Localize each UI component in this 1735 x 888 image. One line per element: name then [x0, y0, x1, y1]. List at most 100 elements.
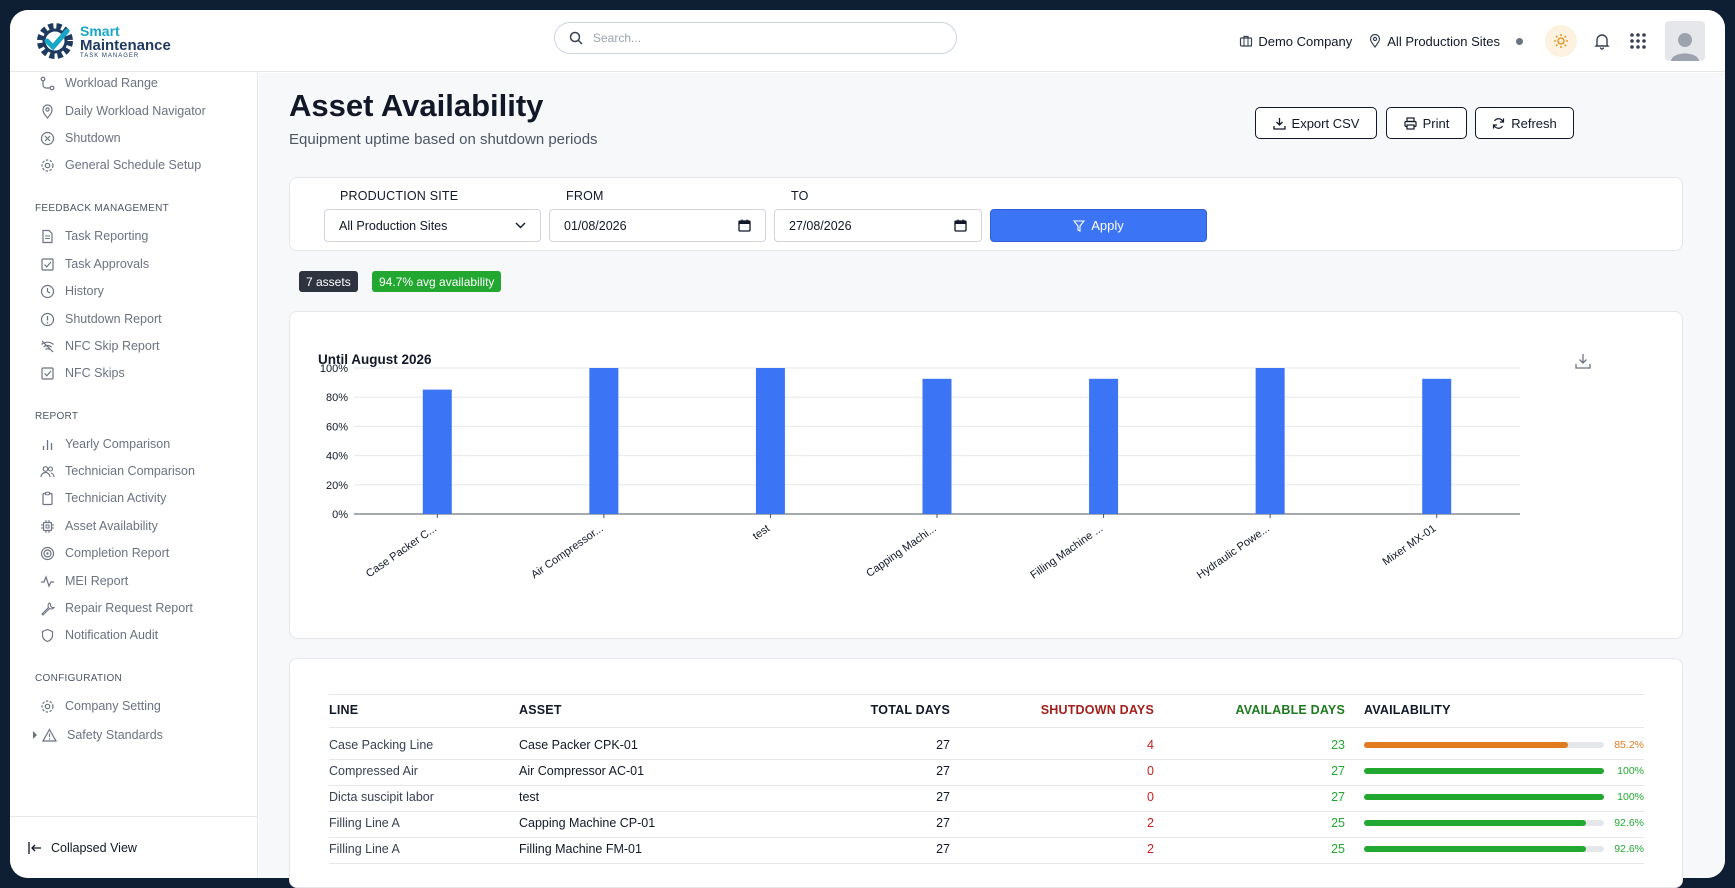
cell-asset: test: [519, 790, 540, 804]
from-date-input[interactable]: 01/08/2026: [549, 209, 766, 242]
cell-available-days: 25: [1331, 842, 1345, 856]
sidebar-item-shutdown-report[interactable]: Shutdown Report: [40, 309, 162, 329]
x-tick-label: Mixer MX-01: [1380, 523, 1438, 569]
cell-shutdown-days: 2: [1147, 842, 1154, 856]
bar: [755, 368, 785, 514]
bar: [1255, 368, 1285, 514]
avg-availability-badge: 94.7% avg availability: [372, 271, 502, 292]
col-header-availability: AVAILABILITY: [1364, 703, 1451, 717]
site-selector[interactable]: All Production Sites: [1368, 34, 1500, 49]
sidebar-item-mei-report[interactable]: MEI Report: [40, 571, 128, 591]
sidebar-item-label: Safety Standards: [67, 728, 163, 742]
to-date-input[interactable]: 27/08/2026: [774, 209, 982, 242]
route-icon: [40, 76, 55, 90]
refresh-icon: [1493, 117, 1505, 129]
sidebar-item-repair-request-report[interactable]: Repair Request Report: [40, 598, 193, 618]
briefcase-icon: [1240, 35, 1253, 47]
production-site-select[interactable]: All Production Sites: [324, 209, 541, 242]
cell-asset: Case Packer CPK-01: [519, 738, 638, 752]
row-divider: [329, 785, 1644, 786]
col-header-shutdown-days: SHUTDOWN DAYS: [1040, 703, 1154, 717]
cell-line: Case Packing Line: [329, 738, 434, 752]
sidebar-item-technician-activity[interactable]: Technician Activity: [40, 488, 166, 508]
sidebar-item-company-setting[interactable]: Company Setting: [40, 696, 161, 716]
sidebar-item-asset-availability[interactable]: Asset Availability: [40, 516, 158, 536]
avatar[interactable]: [1665, 21, 1705, 61]
document-icon: [42, 229, 53, 243]
print-button[interactable]: Print: [1386, 107, 1467, 139]
x-tick-label: Case Packer C...: [364, 523, 439, 581]
cell-total-days: 27: [936, 790, 950, 804]
sidebar-item-label: Notification Audit: [65, 628, 159, 642]
cell-line: Filling Line A: [329, 842, 400, 856]
sidebar-item-yearly-comparison[interactable]: Yearly Comparison: [40, 434, 170, 454]
calendar-icon: [954, 219, 967, 232]
sidebar-item-label: Completion Report: [65, 546, 170, 560]
chevron-down-icon: [515, 222, 526, 229]
sidebar-item-shutdown[interactable]: Shutdown: [40, 128, 121, 148]
sidebar-item-history[interactable]: History: [40, 281, 104, 301]
col-header-available-days: AVAILABLE DAYS: [1235, 703, 1345, 717]
logo[interactable]: Smart Maintenance TASK MANAGER: [34, 20, 171, 62]
sidebar-item-safety-standards[interactable]: Safety Standards: [32, 725, 163, 745]
cell-total-days: 27: [936, 764, 950, 778]
sidebar-item-label: General Schedule Setup: [65, 158, 202, 172]
bar: [422, 389, 452, 514]
theme-toggle[interactable]: [1545, 25, 1577, 57]
print-label: Print: [1422, 115, 1450, 131]
sidebar-item-nfc-skip-report[interactable]: NFC Skip Report: [40, 336, 159, 356]
export-csv-button[interactable]: Export CSV: [1255, 107, 1377, 139]
map-pin-icon: [42, 103, 53, 119]
sidebar-item-workload-range[interactable]: Workload Range: [40, 73, 158, 93]
download-icon: [1272, 117, 1286, 130]
cell-available-days: 23: [1331, 738, 1345, 752]
sidebar-item-label: History: [65, 284, 104, 298]
col-header-line: LINE: [329, 703, 359, 717]
chart-download-icon[interactable]: [1575, 353, 1591, 369]
availability-bar: [1364, 820, 1604, 826]
bar: [1089, 378, 1119, 514]
cell-line: Filling Line A: [329, 816, 400, 830]
bell-icon: [1594, 34, 1610, 50]
cell-availability-pct: 92.6%: [1614, 843, 1644, 855]
y-tick-label: 100%: [320, 363, 348, 375]
sidebar-item-nfc-skips[interactable]: NFC Skips: [40, 363, 125, 383]
company-selector[interactable]: Demo Company: [1239, 34, 1352, 49]
logo-line1: Smart: [80, 22, 120, 39]
notifications-button[interactable]: [1593, 32, 1611, 50]
search-bar: [554, 22, 957, 54]
y-tick-label: 20%: [326, 480, 348, 492]
apps-menu-button[interactable]: [1629, 32, 1647, 50]
sidebar-item-technician-comparison[interactable]: Technician Comparison: [40, 461, 195, 481]
y-tick-label: 60%: [326, 421, 348, 433]
sidebar-item-label: Shutdown: [65, 131, 121, 145]
sidebar-item-completion-report[interactable]: Completion Report: [40, 543, 169, 563]
page-subtitle: Equipment uptime based on shutdown perio…: [289, 131, 598, 148]
sidebar-item-daily-workload-navigator[interactable]: Daily Workload Navigator: [40, 101, 206, 121]
sidebar-item-task-reporting[interactable]: Task Reporting: [40, 226, 148, 246]
gear-icon: [41, 699, 54, 713]
sidebar-item-notification-audit[interactable]: Notification Audit: [40, 625, 158, 645]
sidebar-item-label: Technician Comparison: [65, 464, 195, 478]
sidebar-item-label: NFC Skips: [65, 366, 125, 380]
sidebar-item-general-schedule-setup[interactable]: General Schedule Setup: [40, 155, 201, 175]
apply-button[interactable]: Apply: [990, 209, 1207, 242]
availability-bar: [1364, 768, 1604, 774]
top-header: Smart Maintenance TASK MANAGER Demo Comp…: [10, 10, 1725, 72]
sidebar: Workload Range Daily Workload Navigator …: [10, 73, 258, 878]
search-input[interactable]: [593, 31, 923, 45]
refresh-button[interactable]: Refresh: [1475, 107, 1574, 139]
wrench-icon: [41, 601, 55, 616]
sun-icon: [1554, 34, 1568, 48]
cell-asset: Air Compressor AC-01: [519, 764, 645, 778]
sidebar-item-task-approvals[interactable]: Task Approvals: [40, 254, 149, 274]
sidebar-item-label: Yearly Comparison: [65, 437, 171, 451]
y-tick-label: 0%: [332, 509, 348, 521]
collapse-sidebar-button[interactable]: Collapsed View: [10, 816, 258, 878]
cell-availability-pct: 92.6%: [1614, 817, 1644, 829]
alert-circle-icon: [40, 312, 55, 326]
production-site-value: All Production Sites: [339, 218, 448, 233]
apply-label: Apply: [1091, 218, 1124, 233]
row-divider: [329, 811, 1644, 812]
from-date-value: 01/08/2026: [564, 218, 627, 233]
